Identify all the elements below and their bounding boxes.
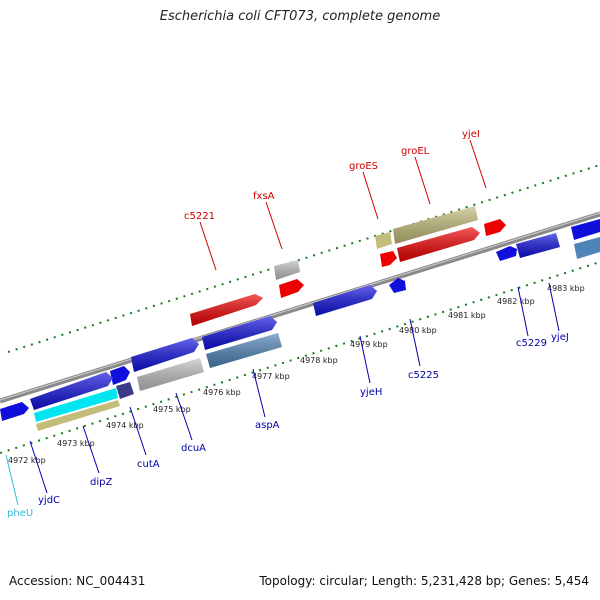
- gene-feature[interactable]: [574, 237, 600, 259]
- kbp-scale: 4972 kbp 4973 kbp 4974 kbp 4975 kbp 4976…: [8, 284, 585, 465]
- gene-feature[interactable]: [380, 251, 397, 267]
- gene-label-groel[interactable]: groEL: [401, 146, 430, 157]
- map-title: Escherichia coli CFT073, complete genome: [159, 9, 441, 24]
- gene-feature[interactable]: [110, 366, 130, 385]
- gene-label-yjeh[interactable]: yjeH: [360, 387, 382, 398]
- gene-label-cuta[interactable]: cutA: [137, 459, 160, 470]
- genome-backbone-highlight: [0, 212, 600, 401]
- top-leader-lines: [199, 139, 487, 271]
- gene-label-dipz[interactable]: dipZ: [90, 477, 112, 488]
- kbp-label: 4982 kbp: [497, 297, 535, 306]
- kbp-label: 4974 kbp: [106, 421, 144, 430]
- gene-feature[interactable]: [279, 279, 304, 298]
- lower-genes: [0, 219, 600, 431]
- gene-label-yjei[interactable]: yjeI: [462, 129, 480, 140]
- lower-tick-row: [0, 261, 600, 454]
- gene-label-yjej[interactable]: yjeJ: [551, 332, 569, 343]
- gene-feature[interactable]: [274, 260, 300, 280]
- kbp-label: 4978 kbp: [300, 356, 338, 365]
- gene-feature[interactable]: [484, 219, 506, 236]
- gene-label-fxsa[interactable]: fxsA: [253, 191, 275, 202]
- gene-feature[interactable]: [313, 285, 377, 316]
- gene-feature[interactable]: [116, 382, 134, 399]
- bottom-gene-labels: yjdC dipZ cutA dcuA aspA yjeH c5225 c522…: [38, 332, 569, 506]
- trna-leader-line: [5, 454, 19, 506]
- genome-summary-text: Topology: circular; Length: 5,231,428 bp…: [259, 574, 589, 588]
- gene-label-pheu[interactable]: pheU: [7, 508, 33, 519]
- kbp-label: 4980 kbp: [399, 326, 437, 335]
- gene-label-c5225[interactable]: c5225: [408, 370, 439, 381]
- gene-feature[interactable]: [0, 402, 29, 421]
- gene-feature[interactable]: [496, 246, 517, 261]
- gene-label-groes[interactable]: groES: [349, 161, 378, 172]
- kbp-label: 4979 kbp: [350, 340, 388, 349]
- kbp-label: 4973 kbp: [57, 439, 95, 448]
- accession-text: Accession: NC_004431: [9, 574, 146, 588]
- top-gene-labels: c5221 fxsA groES groEL yjeI: [184, 129, 480, 222]
- kbp-label: 4975 kbp: [153, 405, 191, 414]
- kbp-label: 4983 kbp: [547, 284, 585, 293]
- gene-feature[interactable]: [375, 232, 392, 249]
- genome-backbone: [0, 211, 600, 404]
- kbp-label: 4977 kbp: [252, 372, 290, 381]
- kbp-label: 4972 kbp: [8, 456, 46, 465]
- gene-label-aspa[interactable]: aspA: [255, 420, 280, 431]
- kbp-label: 4981 kbp: [448, 311, 486, 320]
- gene-label-yjdc[interactable]: yjdC: [38, 495, 60, 506]
- gene-feature[interactable]: [389, 278, 406, 293]
- gene-feature[interactable]: [571, 219, 600, 240]
- kbp-label: 4976 kbp: [203, 388, 241, 397]
- gene-label-c5229[interactable]: c5229: [516, 338, 547, 349]
- upper-tick-row: [7, 164, 600, 353]
- gene-label-dcua[interactable]: dcuA: [181, 443, 206, 454]
- bottom-leader-lines: [29, 282, 560, 494]
- gene-label-c5221[interactable]: c5221: [184, 211, 215, 222]
